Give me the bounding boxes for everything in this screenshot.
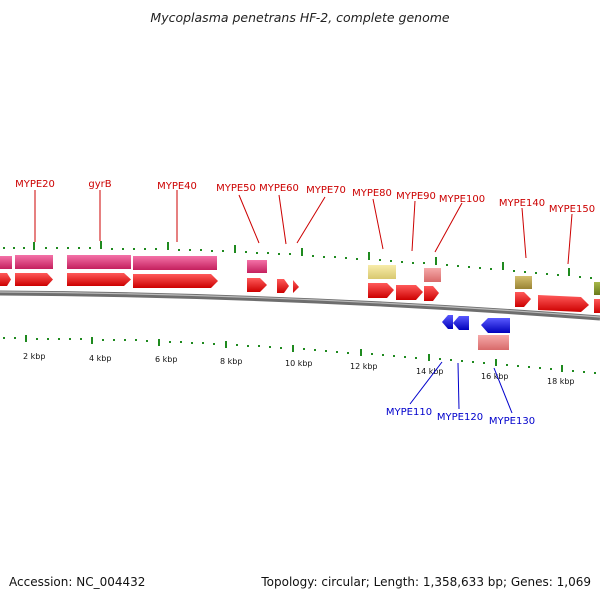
gene-label-mype80: MYPE80 — [352, 188, 392, 199]
genome-backbone — [0, 290, 600, 321]
forward-cds-track — [0, 273, 600, 313]
cog-block — [368, 265, 396, 279]
gene-label-mype150: MYPE150 — [549, 204, 595, 215]
forward-cds-arrow — [67, 273, 131, 286]
scale-label-4kbp: 4 kbp — [89, 354, 111, 363]
gene-label-mype50: MYPE50 — [216, 183, 256, 194]
genome-backbone-highlight — [0, 291, 600, 318]
gene-label-mype120: MYPE120 — [437, 412, 483, 423]
gene-label-mype140: MYPE140 — [499, 198, 545, 209]
gene-label-mype130: MYPE130 — [489, 416, 535, 427]
reverse-cds-track — [442, 315, 510, 333]
cog-block — [594, 282, 600, 295]
gene-label-mype40: MYPE40 — [157, 181, 197, 192]
forward-cds-arrow — [0, 273, 11, 286]
reverse-cds-arrow — [453, 316, 469, 330]
gene-label-mype100: MYPE100 — [439, 194, 485, 205]
gene-label-mype60: MYPE60 — [259, 183, 299, 194]
scale-label-10kbp: 10 kbp — [285, 359, 313, 368]
forward-cds-arrow — [538, 295, 589, 312]
accession-text: Accession: NC_004432 — [9, 575, 146, 589]
reverse-leader-lines — [409, 361, 513, 414]
forward-cds-arrow — [424, 286, 439, 301]
scale-label-12kbp: 12 kbp — [350, 362, 378, 371]
scale-label-2kbp: 2 kbp — [23, 352, 45, 361]
forward-cds-arrow — [594, 299, 600, 313]
genome-summary-text: Topology: circular; Length: 1,358,633 bp… — [261, 575, 591, 589]
forward-leader-lines — [34, 190, 573, 265]
scale-labels: 2 kbp 4 kbp 6 kbp 8 kbp 10 kbp 12 kbp 14… — [23, 352, 575, 386]
forward-cds-arrow — [515, 292, 531, 307]
reverse-labels: MYPE110 MYPE120 MYPE130 — [386, 407, 535, 427]
forward-cds-arrow — [277, 279, 289, 293]
scale-label-16kbp: 16 kbp — [481, 372, 509, 381]
scale-label-14kbp: 14 kbp — [416, 367, 444, 376]
cog-blocks — [0, 255, 600, 350]
cog-block — [67, 255, 131, 269]
reverse-cds-arrow — [442, 315, 453, 329]
cog-block — [424, 268, 441, 282]
gene-label-mype20: MYPE20 — [15, 179, 55, 190]
cog-block — [478, 335, 509, 350]
gene-label-gyrb: gyrB — [88, 179, 111, 190]
gene-label-mype110: MYPE110 — [386, 407, 432, 418]
cog-block — [15, 255, 53, 269]
forward-cds-arrow — [247, 278, 267, 292]
cog-block — [247, 260, 267, 273]
scale-label-18kbp: 18 kbp — [547, 377, 575, 386]
forward-cds-arrow — [396, 285, 423, 300]
forward-cds-arrow — [15, 273, 53, 286]
cog-block — [0, 256, 12, 269]
forward-labels: MYPE20 gyrB MYPE40 MYPE50 MYPE60 MYPE70 … — [15, 179, 595, 215]
scale-label-8kbp: 8 kbp — [220, 357, 242, 366]
gene-label-mype90: MYPE90 — [396, 191, 436, 202]
gene-label-mype70: MYPE70 — [306, 185, 346, 196]
cog-block — [133, 256, 217, 270]
scale-label-6kbp: 6 kbp — [155, 355, 177, 364]
map-title: Mycoplasma penetrans HF-2, complete geno… — [150, 10, 450, 25]
forward-cds-arrow — [368, 283, 394, 298]
forward-cds-arrow — [133, 274, 218, 288]
reverse-cds-arrow — [481, 318, 510, 333]
forward-cds-arrow — [293, 280, 299, 293]
cog-block — [515, 276, 532, 289]
scale-tick-row — [3, 335, 596, 374]
forward-tick-row — [3, 241, 592, 279]
